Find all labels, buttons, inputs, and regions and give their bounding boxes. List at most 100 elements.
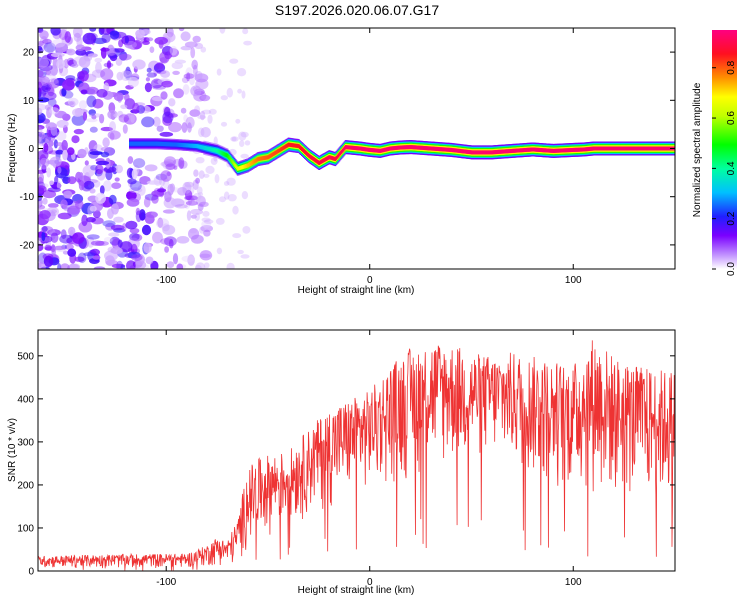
spectrogram-ridge-cell — [353, 146, 356, 150]
spectrogram-ridge-cell — [523, 148, 526, 152]
spectrogram-ridge-cell — [252, 160, 254, 165]
spectrogram-noise-blob — [60, 199, 68, 209]
spectrogram-ridge-cell — [651, 146, 653, 151]
spectrogram-ridge-cell — [534, 147, 536, 152]
spectrogram-noise-blob — [193, 192, 202, 201]
spectrogram-noise-blob — [185, 67, 193, 79]
spectrogram-ridge-cell — [397, 145, 400, 150]
spectrogram-noise-blob — [166, 28, 174, 38]
spectrogram-ridge-cell — [255, 158, 257, 163]
spectrogram-ridge-cell — [558, 148, 561, 153]
spectrogram-noise-blob — [162, 209, 175, 214]
spectrogram-ridge-cell — [290, 143, 293, 148]
figure-title: S197.2026.020.06.07.G17 — [275, 2, 439, 18]
spectrogram-noise-blob — [132, 102, 140, 114]
spectrogram-ridge-cell — [577, 147, 580, 152]
spectrogram-ridge-cell — [343, 146, 346, 151]
spectrogram-ridge-cell — [310, 155, 312, 160]
spectrogram-noise-blob — [65, 75, 76, 81]
spectrogram-ridge-cell — [182, 143, 185, 148]
spectrogram-ridge-cell — [593, 146, 595, 151]
spectrogram-ridge-cell — [419, 145, 421, 150]
spectrogram-ridge-cell — [248, 162, 250, 167]
spectrogram-ridge-cell — [563, 148, 566, 153]
spectrogram-ridge-cell — [273, 151, 276, 156]
spectrogram-ridge-cell — [328, 155, 331, 160]
spectrogram-noise-blob — [199, 110, 206, 121]
spectrogram-ridge-cell — [535, 147, 537, 152]
spectrogram-ridge-cell — [305, 150, 307, 155]
spectrogram-noise-blob — [120, 104, 128, 110]
spectrogram-noise-blob — [82, 165, 96, 177]
spectrogram-noise-blob — [194, 70, 203, 81]
spectrogram-ridge-cell — [303, 148, 305, 153]
spectrogram-noise-blob — [186, 72, 191, 82]
spectrogram-noise-blob — [103, 82, 110, 92]
spectrogram-noise-blob — [152, 116, 161, 127]
spectrogram-ridge-cell — [639, 146, 642, 151]
spectrogram-ridge-cell — [557, 148, 560, 153]
spectrogram-noise-blob — [61, 28, 67, 33]
spectrogram-ridge-cell — [136, 141, 138, 146]
spectrogram-noise-blob — [189, 109, 201, 117]
spectrogram-ridge-cell — [423, 146, 425, 150]
spectrogram-ridge-cell — [457, 148, 460, 153]
spectrogram-noise-blob — [187, 254, 195, 266]
spectrogram-ridge-cell — [623, 146, 626, 151]
spectrogram-ridge-cell — [363, 147, 365, 152]
spectrogram-ridge-cell — [235, 165, 238, 170]
spectrogram-ridge-cell — [280, 147, 283, 151]
spectrogram-noise-blob — [169, 45, 178, 56]
spectrogram-noise-blob — [41, 164, 47, 173]
spectrogram-ridge-cell — [210, 147, 213, 152]
spectrogram-noise-blob — [78, 180, 85, 191]
spectrogram-ridge-cell — [342, 147, 345, 152]
spectrogram-noise-blob — [92, 179, 101, 188]
spectrogram-ridge-cell — [384, 147, 387, 152]
spectrogram-noise-blob — [195, 157, 205, 164]
spectrogram-ridge-cell — [553, 148, 556, 153]
spectrogram-noise-blob — [83, 252, 96, 257]
spectrogram-ridge-cell — [341, 148, 344, 153]
spectrogram-noise-blob — [109, 30, 120, 36]
spectrogram-noise-blob — [100, 126, 113, 132]
spectrogram-noise-blob — [237, 249, 244, 255]
spectrogram-ridge-cell — [630, 146, 633, 151]
spectrogram-ridge-cell — [180, 143, 183, 147]
spectrogram-noise-blob — [50, 52, 65, 58]
spectrogram-noise-blob — [157, 217, 164, 228]
spectrogram-ridge-cell — [650, 146, 652, 151]
spectrogram-ridge-cell — [399, 145, 402, 150]
spectrogram-noise-blob — [38, 126, 43, 135]
spectrogram-ridge-cell — [333, 156, 336, 161]
spectrogram-ridge-cell — [447, 147, 450, 152]
spectrogram-ridge-cell — [140, 141, 142, 146]
spectrogram-ridge-cell — [451, 148, 454, 153]
spectrogram-ridge-cell — [449, 147, 452, 152]
spectrogram-noise-blob — [62, 250, 69, 255]
spectrogram-noise-blob — [66, 48, 76, 56]
spectrogram-ridge-cell — [160, 141, 163, 146]
spectrogram-noise-blob — [55, 42, 68, 53]
spectrogram-ridge-cell — [356, 146, 359, 151]
spectrogram-ridge-cell — [471, 150, 474, 155]
spectrogram-ridge-cell — [516, 148, 519, 153]
spectrogram-noise-blob — [124, 35, 129, 44]
spectrogram-ridge-cell — [429, 146, 431, 151]
spectrogram-noise-blob — [68, 263, 81, 269]
spectrogram-noise-blob — [197, 203, 204, 211]
spectrogram-ridge-cell — [383, 147, 386, 152]
spectrogram-ridge-cell — [575, 147, 578, 152]
spectrogram-ridge-cell — [150, 141, 153, 146]
spectrogram-noise-blob — [63, 190, 73, 199]
spectrogram-ridge-cell — [431, 146, 433, 151]
spectrogram-ridge-cell — [401, 145, 404, 150]
spectrogram-ridge-cell — [218, 149, 221, 154]
spectrogram-ridge-cell — [391, 146, 394, 151]
spectrogram-noise-blob — [178, 157, 185, 169]
spectrogram-ridge-cell — [365, 147, 367, 152]
spectrogram-ridge-cell — [584, 147, 587, 152]
spectrogram-noise-blob — [39, 30, 49, 40]
spectrogram-ridge-cell — [652, 146, 654, 151]
